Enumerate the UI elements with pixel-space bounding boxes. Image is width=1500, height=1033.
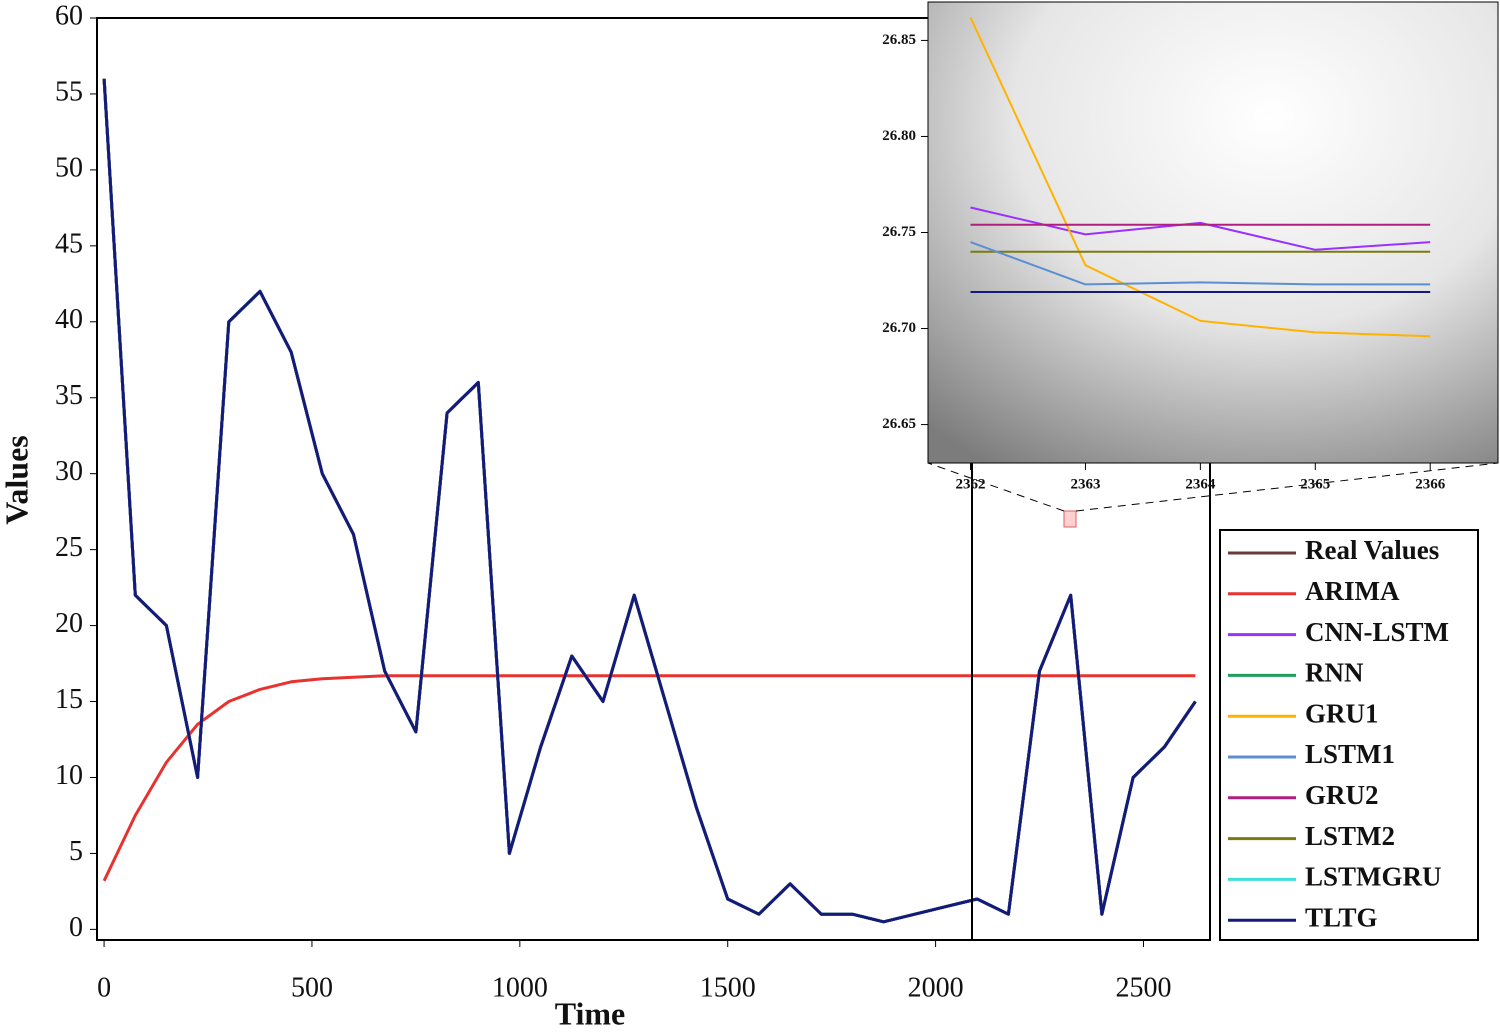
y-tick-label: 26.80 — [882, 128, 916, 144]
y-tick-label: 55 — [55, 76, 83, 107]
x-tick-label: 2365 — [1300, 476, 1330, 492]
legend — [1219, 529, 1479, 941]
legend-label: GRU1 — [1305, 698, 1379, 728]
x-tick-label: 1000 — [492, 972, 548, 1003]
y-tick-label: 5 — [69, 836, 83, 867]
legend-label: CNN-LSTM — [1305, 617, 1449, 647]
x-tick-label: 2366 — [1415, 476, 1446, 492]
y-tick-label: 26.65 — [882, 416, 916, 432]
series-line — [969, 16, 1431, 338]
y-tick-label: 35 — [55, 380, 83, 411]
series-line — [970, 241, 1431, 286]
x-tick-label: 2362 — [956, 476, 986, 492]
legend-label: LSTMGRU — [1305, 862, 1442, 892]
x-tick-label: 2363 — [1070, 476, 1100, 492]
x-tick-label: 2364 — [1185, 476, 1216, 492]
x-tick-label: 1500 — [700, 972, 756, 1003]
zoom-connector — [927, 462, 1065, 512]
legend-label: LSTM1 — [1305, 739, 1395, 769]
legend-label: GRU2 — [1305, 780, 1379, 810]
legend-label: RNN — [1305, 658, 1364, 688]
y-axis-title: Values — [0, 435, 34, 525]
y-tick-label: 25 — [55, 532, 83, 563]
legend-items: Real Values ARIMA CNN-LSTM RNN GRU1 LSTM1 GRU2… — [1228, 535, 1449, 932]
y-tick-label: 40 — [55, 304, 83, 335]
y-tick-label: 20 — [55, 608, 83, 639]
x-axis-title: Time — [555, 995, 626, 1031]
x-tick-label: 2000 — [908, 972, 964, 1003]
legend-label: TLTG — [1305, 902, 1378, 932]
zoom-box — [1063, 510, 1077, 528]
legend-label: ARIMA — [1305, 576, 1400, 606]
y-tick-label: 45 — [55, 228, 83, 259]
zoom-connector — [1075, 462, 1499, 512]
y-tick-label: 26.85 — [882, 32, 916, 48]
legend-label: LSTM2 — [1305, 821, 1395, 851]
inset-plot: 2362 2363 2364 2365 2366 26.65 26.70 26.75 26.80… — [882, 16, 1446, 492]
legend-label: Real Values — [1305, 535, 1439, 565]
inset-frame — [927, 1, 1499, 464]
x-tick-label: 2500 — [1115, 972, 1171, 1003]
x-tick-label: 500 — [291, 972, 333, 1003]
y-tick-label: 26.75 — [882, 224, 916, 240]
y-tick-label: 60 — [55, 0, 83, 31]
y-tick-label: 26.70 — [882, 320, 916, 336]
y-tick-label: 15 — [55, 684, 83, 715]
y-tick-label: 0 — [69, 912, 83, 943]
y-tick-label: 10 — [55, 760, 83, 791]
y-tick-label: 30 — [55, 456, 83, 487]
x-tick-label: 0 — [97, 972, 111, 1003]
main-plot: 0 500 1000 1500 2000 2500 0 5 10 15 20 25 30 35 40 45 50… — [55, 0, 1197, 1003]
series-line — [102, 674, 1196, 882]
y-tick-label: 50 — [55, 152, 83, 183]
series-line — [102, 78, 1197, 924]
